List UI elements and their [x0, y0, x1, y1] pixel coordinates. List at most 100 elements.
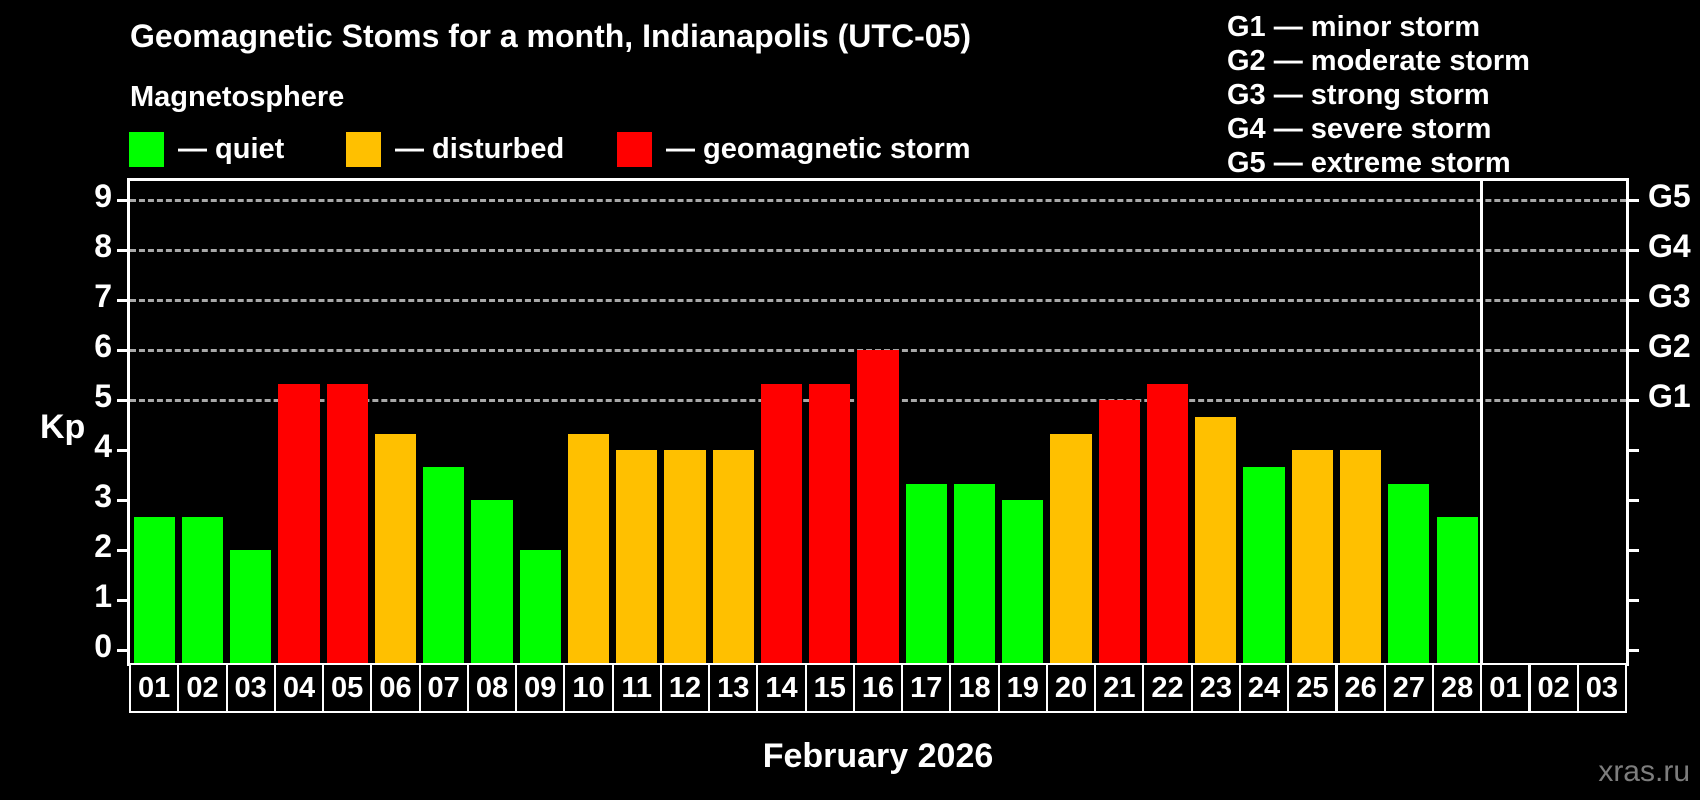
legend-item-disturbed: — disturbed: [346, 130, 564, 168]
watermark: xras.ru: [1598, 755, 1690, 788]
kp-bar-feb-25: [1291, 450, 1333, 663]
kp-bar-feb-20: [1050, 433, 1092, 663]
gridline-kp7: [130, 298, 1626, 302]
y-tick-label-6: 6: [94, 328, 112, 364]
kp-bar-feb-26: [1340, 450, 1382, 663]
day-label-cell-feb-12: 12: [659, 663, 711, 713]
y-axis-tick-left-3: [117, 498, 130, 502]
day-label-cell-feb-23: 23: [1190, 663, 1241, 713]
kp-bar-feb-09: [519, 550, 561, 663]
kp-bar-feb-01: [133, 516, 175, 663]
g-legend-line-g1: G1 — minor storm: [1227, 11, 1480, 43]
y-axis-tick-right-3: [1626, 498, 1639, 502]
day-label-cell-feb-06: 06: [370, 663, 421, 713]
gridline-kp8: [130, 248, 1626, 252]
day-label-cell-mar-01: 01: [1480, 663, 1531, 713]
day-label-cell-feb-02: 02: [177, 663, 228, 713]
gridline-kp9: [130, 198, 1626, 202]
y-axis-tick-right-5: [1626, 398, 1639, 402]
day-label-cell-feb-26: 26: [1335, 663, 1386, 713]
g-legend-line-g3: G3 — strong storm: [1227, 79, 1490, 111]
y-axis-tick-right-6: [1626, 348, 1639, 352]
day-label-cell-feb-07: 07: [418, 663, 469, 713]
kp-bar-feb-08: [471, 500, 513, 663]
g-axis-label-G4: G4: [1648, 228, 1691, 264]
day-label-cell-feb-03: 03: [225, 663, 276, 713]
y-axis-tick-right-2: [1626, 548, 1639, 552]
y-axis-tick-right-8: [1626, 248, 1639, 252]
kp-bar-feb-04: [278, 383, 320, 663]
kp-bar-feb-21: [1098, 400, 1140, 663]
y-tick-label-1: 1: [94, 578, 112, 614]
legend-item-quiet: — quiet: [129, 130, 284, 168]
kp-bar-feb-22: [1146, 383, 1189, 663]
day-label-cell-feb-14: 14: [756, 663, 807, 713]
legend-label-storm: — geomagnetic storm: [666, 132, 971, 165]
y-axis-tick-left-9: [117, 198, 130, 202]
legend-label-disturbed: — disturbed: [395, 132, 565, 165]
g-legend-line-g2: G2 — moderate storm: [1227, 45, 1530, 77]
y-axis-tick-left-0: [117, 648, 130, 652]
day-label-cell-feb-24: 24: [1238, 663, 1290, 713]
kp-bar-feb-07: [423, 466, 465, 663]
day-label-cell-feb-21: 21: [1094, 663, 1145, 713]
day-label-cell-feb-11: 11: [611, 663, 662, 713]
kp-bar-feb-17: [905, 483, 947, 663]
kp-bar-feb-19: [1002, 500, 1044, 663]
kp-bar-feb-14: [760, 383, 803, 663]
month-separator-line: [1479, 181, 1483, 663]
day-label-cell-feb-04: 04: [273, 663, 325, 713]
y-axis-tick-right-9: [1626, 198, 1639, 202]
day-label-cell-feb-17: 17: [901, 663, 952, 713]
kp-bar-feb-16: [857, 350, 899, 663]
g-scale-legend: G1 — minor storm G2 — moderate storm G3 …: [1227, 10, 1530, 180]
kp-bar-feb-18: [953, 483, 996, 663]
y-axis-tick-right-1: [1626, 598, 1639, 602]
g-legend-line-g5: G5 — extreme storm: [1227, 147, 1511, 179]
day-label-cell-feb-25: 25: [1287, 663, 1338, 713]
y-axis-tick-right-0: [1626, 648, 1639, 652]
day-label-cell-feb-28: 28: [1432, 663, 1483, 713]
kp-bar-feb-06: [374, 433, 417, 663]
y-tick-label-7: 7: [94, 278, 112, 314]
y-axis-tick-left-5: [117, 398, 130, 402]
day-label-cell-feb-16: 16: [852, 663, 904, 713]
legend-item-storm: — geomagnetic storm: [617, 130, 971, 168]
day-label-cell-feb-05: 05: [322, 663, 373, 713]
day-label-cell-feb-27: 27: [1383, 663, 1434, 713]
kp-bar-feb-15: [809, 383, 851, 663]
y-axis-tick-left-8: [117, 248, 130, 252]
y-tick-label-0: 0: [94, 628, 112, 664]
y-axis-tick-left-1: [117, 598, 130, 602]
y-tick-label-3: 3: [94, 478, 112, 514]
kp-bar-feb-11: [616, 450, 658, 663]
kp-bar-feb-23: [1195, 416, 1237, 663]
kp-bar-feb-28: [1436, 516, 1478, 663]
y-axis-tick-left-7: [117, 298, 130, 302]
kp-bar-feb-03: [230, 550, 272, 663]
disturbed-color-swatch-icon: [346, 131, 381, 167]
day-label-cell-mar-03: 03: [1576, 663, 1627, 713]
legend-label-quiet: — quiet: [178, 132, 285, 165]
y-axis-title: Kp: [40, 408, 86, 446]
day-label-cell-feb-20: 20: [1045, 663, 1097, 713]
day-label-cell-feb-22: 22: [1142, 663, 1193, 713]
day-label-cell-feb-08: 08: [466, 663, 518, 713]
y-axis-tick-left-6: [117, 348, 130, 352]
kp-bar-feb-13: [712, 450, 754, 663]
g-axis-label-G1: G1: [1648, 378, 1691, 414]
y-tick-label-8: 8: [94, 228, 112, 264]
quiet-color-swatch-icon: [129, 131, 164, 167]
x-axis-title: February 2026: [762, 737, 994, 775]
y-axis-tick-left-4: [117, 448, 130, 452]
chart-title: Geomagnetic Stoms for a month, Indianapo…: [130, 18, 971, 54]
y-axis-tick-right-4: [1626, 448, 1639, 452]
g-axis-label-G5: G5: [1648, 178, 1691, 214]
kp-bar-feb-27: [1388, 483, 1430, 663]
y-tick-label-9: 9: [94, 178, 112, 214]
kp-bar-feb-24: [1243, 466, 1285, 663]
day-label-cell-feb-18: 18: [949, 663, 1000, 713]
kp-bar-feb-05: [326, 383, 368, 663]
g-axis-label-G2: G2: [1648, 328, 1691, 364]
